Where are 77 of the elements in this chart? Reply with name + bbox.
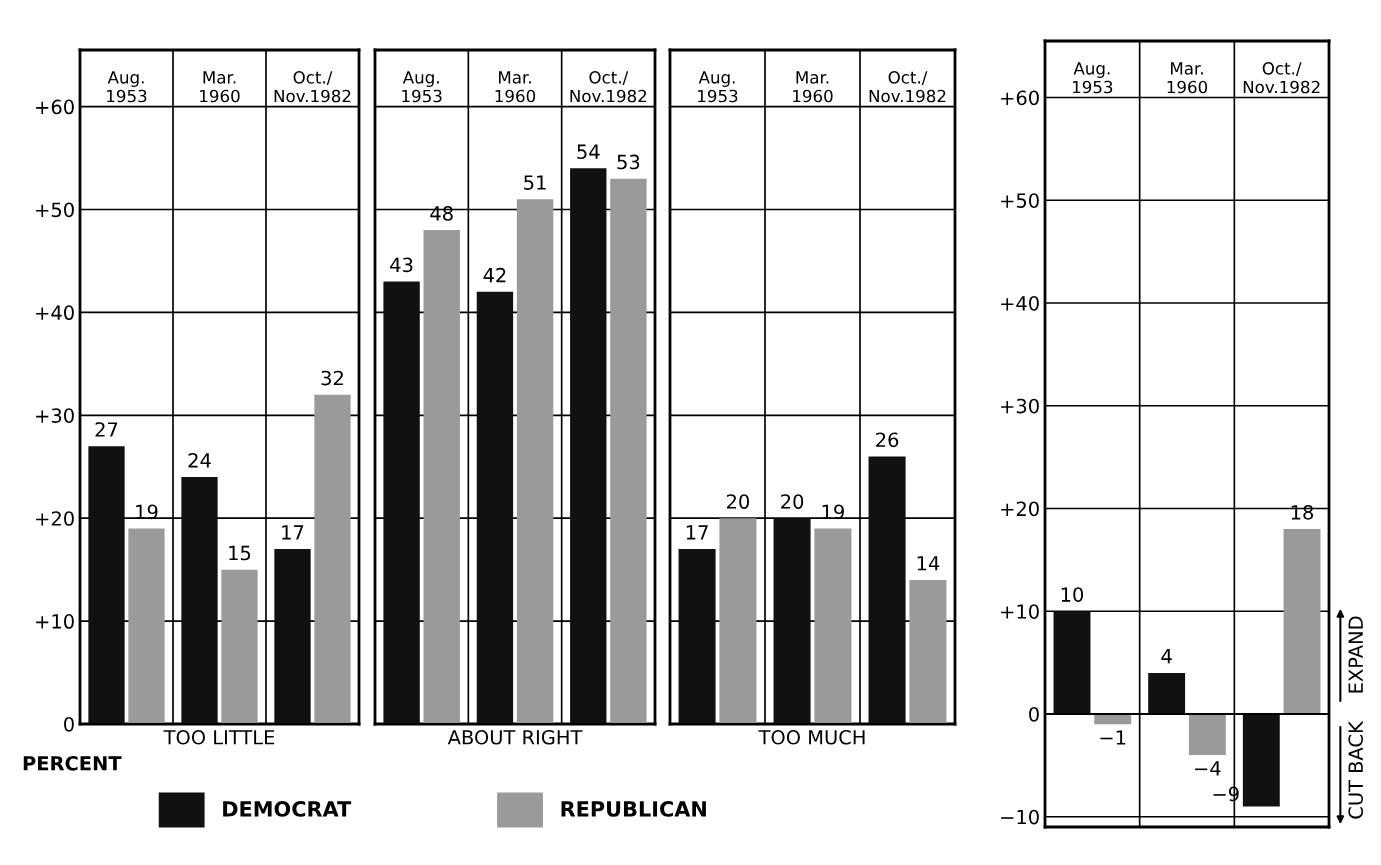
bar — [1188, 713, 1226, 756]
bar — [88, 446, 125, 724]
data-label: 10 — [1061, 587, 1084, 602]
x-tick-label: Mar. 1960 — [200, 71, 240, 103]
bar — [773, 518, 811, 724]
bar — [314, 394, 351, 724]
data-label: 51 — [524, 175, 546, 190]
y-tick-label: +50 — [1001, 193, 1039, 208]
bar — [221, 569, 258, 724]
x-tick-label: Aug. 1953 — [107, 71, 147, 103]
bar — [678, 549, 716, 724]
x-tick-label: Oct./ Nov.1982 — [570, 71, 647, 103]
y-tick-label: +30 — [36, 408, 74, 423]
data-label: 4 — [1161, 649, 1172, 664]
data-label: 20 — [726, 494, 749, 509]
legend-label: DEMOCRAT — [223, 801, 352, 817]
y-tick-label: +20 — [36, 511, 74, 526]
x-tick-label: Oct./ Nov.1982 — [1243, 62, 1320, 94]
bar — [814, 528, 852, 724]
x-axis-title: TOO MUCH — [758, 729, 865, 745]
data-label: 24 — [188, 453, 211, 468]
data-label: 32 — [321, 370, 343, 386]
bar — [719, 518, 757, 724]
y-tick-label: +10 — [1001, 604, 1039, 619]
data-label: 26 — [876, 432, 899, 448]
y-tick-label: +60 — [1001, 90, 1039, 106]
text: PERCENT — [23, 755, 122, 771]
x-tick-label: Mar. 1960 — [1167, 62, 1208, 94]
bar — [1148, 672, 1186, 714]
bar — [570, 168, 607, 724]
legend-label: REPUBLICAN — [561, 801, 706, 817]
bar — [1283, 529, 1321, 714]
y-tick-label: +60 — [36, 99, 74, 115]
bar — [476, 291, 514, 724]
data-label: −4 — [1195, 761, 1221, 776]
bar — [516, 199, 554, 724]
y-tick-label: 0 — [64, 716, 74, 732]
x-tick-label: Oct./ Nov.1982 — [274, 71, 351, 103]
bar — [181, 477, 218, 724]
x-tick-label: Aug. 1953 — [698, 71, 738, 103]
x-tick-label: Mar. 1960 — [793, 71, 833, 103]
x-tick-label: Oct./ Nov.1982 — [869, 71, 946, 103]
x-axis-title: TOO LITTLE — [163, 729, 275, 745]
x-axis-title: ABOUT RIGHT — [447, 729, 583, 745]
data-label: 17 — [282, 525, 304, 540]
bar — [1242, 713, 1280, 807]
bar — [128, 528, 165, 724]
bar — [383, 281, 420, 724]
x-tick-label: Aug. 1953 — [1072, 62, 1113, 94]
bar — [423, 230, 460, 724]
y-tick-label: +50 — [36, 202, 74, 218]
bar — [1053, 611, 1091, 714]
data-label: 20 — [781, 494, 804, 509]
y-tick-label: +30 — [1001, 398, 1039, 414]
data-label: 43 — [390, 257, 413, 273]
bar — [610, 178, 647, 724]
data-label: 53 — [617, 154, 640, 170]
y-tick-label: +40 — [36, 305, 74, 321]
y-tick-label: −10 — [1001, 809, 1039, 825]
y-tick-label: +40 — [1001, 295, 1039, 311]
data-label: 15 — [229, 545, 251, 561]
x-tick-label: Aug. 1953 — [402, 71, 442, 103]
y-tick-label: +20 — [1001, 501, 1039, 517]
y-tick-label: +10 — [36, 614, 74, 629]
data-label: 54 — [577, 144, 600, 160]
x-tick-label: Mar. 1960 — [495, 71, 536, 103]
text: CUT BACK — [1348, 720, 1364, 819]
data-label: 14 — [917, 556, 940, 571]
data-label: −1 — [1100, 730, 1126, 745]
bar — [909, 579, 947, 724]
text: EXPAND — [1348, 616, 1363, 693]
data-label: 27 — [95, 422, 118, 437]
data-label: 17 — [686, 525, 708, 540]
bar — [868, 456, 906, 724]
data-label: 42 — [483, 267, 506, 283]
bar — [274, 549, 311, 724]
y-tick-label: 0 — [1029, 706, 1039, 722]
